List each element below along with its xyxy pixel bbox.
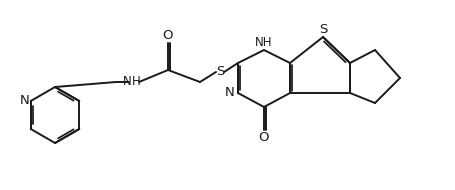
Text: O: O	[162, 29, 173, 42]
Text: S: S	[215, 66, 224, 78]
Text: N: N	[123, 75, 131, 89]
Text: N: N	[225, 86, 234, 100]
Text: S: S	[318, 23, 327, 36]
Text: O: O	[258, 131, 268, 144]
Text: H: H	[131, 75, 140, 89]
Text: N: N	[20, 94, 30, 108]
Text: NH: NH	[255, 36, 272, 49]
